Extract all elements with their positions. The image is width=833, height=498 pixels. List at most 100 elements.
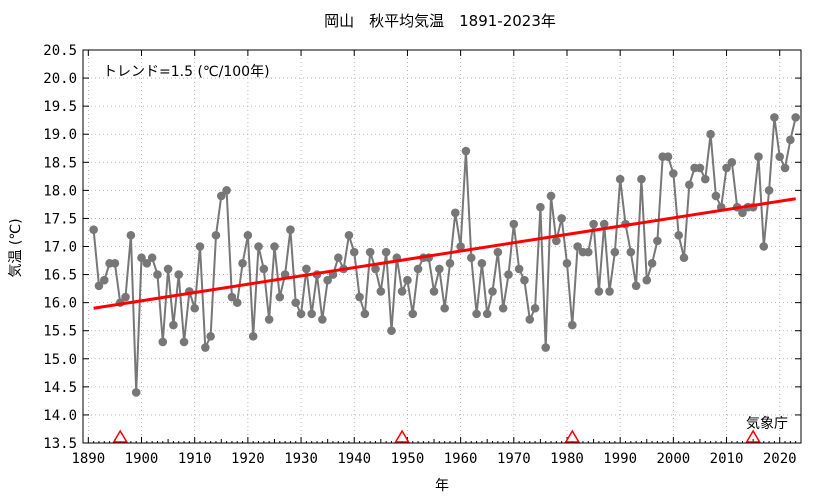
data-point [498,303,508,313]
data-point [722,163,731,173]
data-point [232,298,242,307]
data-point [158,337,168,347]
y-tick-label: 14.5 [43,380,77,396]
data-point [738,208,747,218]
data-point [583,247,593,257]
data-point [302,264,311,274]
data-point [573,242,582,251]
data-point [647,259,657,268]
data-point [536,202,545,212]
relocation-marker [564,429,581,443]
data-point [525,315,535,324]
y-tick-label: 16.0 [43,296,77,312]
data-point [94,281,104,291]
data-point [695,163,705,173]
trend-layer [93,197,796,310]
y-tick-label: 20.0 [43,71,77,87]
y-tick-label: 15.0 [43,352,77,368]
data-point [786,135,795,145]
data-point [222,186,231,195]
data-point [764,186,774,195]
data-point [674,230,683,240]
data-point [456,242,465,251]
data-point [275,292,285,302]
data-point [780,163,790,173]
x-tick-label: 1940 [337,451,371,467]
data-point [775,152,785,161]
y-tick-label: 17.0 [43,240,77,256]
y-tick-label: 14.0 [43,408,77,424]
data-point [440,303,449,313]
y-tick-label: 16.5 [43,268,77,284]
data-point [637,174,646,184]
data-point [206,332,215,341]
y-axis-title: 気温 (℃) [8,218,24,277]
data-point [546,191,556,201]
data-point [227,292,237,302]
x-tick-label: 1910 [178,451,212,467]
data-point [594,287,604,296]
data-point [770,113,779,122]
data-point [466,253,476,263]
y-tick-label: 18.5 [43,155,77,171]
data-point [110,259,120,268]
station-relocation-markers [112,429,761,443]
data-point [685,180,694,190]
y-tick-label: 15.5 [43,324,77,340]
x-tick-label: 2000 [656,451,690,467]
data-point [121,292,130,302]
data-point [589,219,598,229]
x-tick-label: 1920 [231,451,265,467]
data-point [429,287,439,296]
data-point [201,343,210,352]
data-point [493,247,503,257]
data-point [706,129,715,139]
data-point [216,191,226,201]
chart-title: 岡山 秋平均気温 1891-2023年 [324,12,556,30]
data-point [365,247,375,257]
data-point [403,275,412,285]
source-label: 気象庁 [746,416,788,432]
data-point [179,337,189,347]
data-point [562,259,572,268]
data-point [387,326,396,336]
data-point [488,287,497,296]
data-point [307,309,316,319]
data-point [605,287,614,296]
data-point [381,247,391,257]
data-point [153,270,162,279]
data-point [360,309,370,319]
x-tick-label: 1950 [391,451,425,467]
x-axis-title: 年 [435,478,449,494]
y-tick-label: 18.0 [43,183,77,199]
data-point [243,230,253,240]
data-point [291,298,301,307]
data-point [371,264,380,274]
x-tick-label: 1980 [550,451,584,467]
data-point [568,320,577,330]
data-point [663,152,673,161]
x-tick-label: 1970 [497,451,531,467]
data-point [435,264,444,274]
y-tick-label: 17.5 [43,211,77,227]
trend-label: トレンド=1.5 (℃/100年) [103,64,270,80]
data-point [610,247,620,257]
y-tick-label: 13.5 [43,436,77,452]
data-point [344,230,354,240]
data-point [248,332,258,341]
data-point [759,242,769,251]
data-point [323,275,332,285]
x-tick-label: 1900 [125,451,159,467]
x-tick-label: 2020 [763,451,797,467]
data-point [147,253,157,263]
data-point [286,225,295,234]
trend-line [93,197,796,310]
data-point [445,259,455,268]
data-point [541,343,551,352]
data-point [669,169,678,178]
data-point [552,236,561,246]
data-point [679,253,689,263]
data-point [349,247,359,257]
data-point [254,242,263,251]
